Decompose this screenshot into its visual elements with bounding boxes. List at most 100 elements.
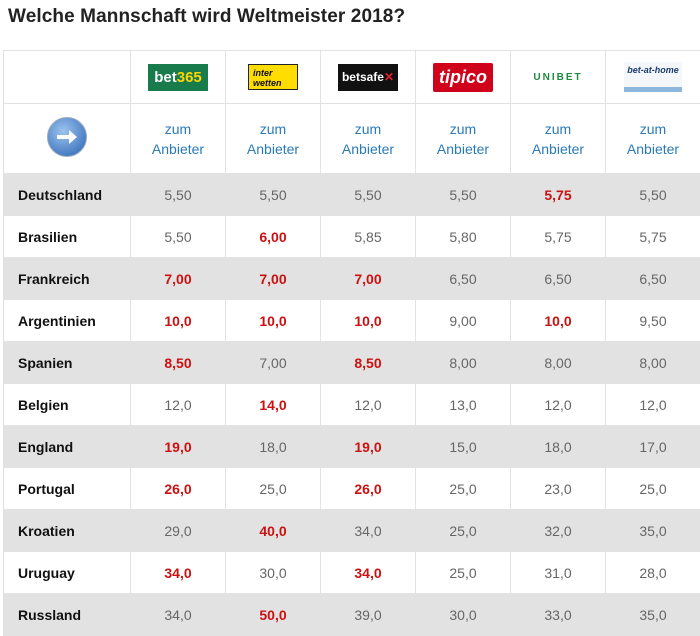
link-label-line1: zum xyxy=(354,120,382,137)
table-row: Brasilien 5,50 6,00 5,85 5,80 5,75 5,75 xyxy=(3,215,700,258)
provider-link-cell-betsafe[interactable]: zum Anbieter xyxy=(320,103,416,174)
team-name: Uruguay xyxy=(3,551,131,594)
odds-cell: 5,75 xyxy=(510,215,606,258)
odds-cell: 32,0 xyxy=(510,509,606,552)
odds-cell: 5,50 xyxy=(225,173,321,216)
odds-cell: 7,00 xyxy=(320,257,416,300)
odds-cell: 25,0 xyxy=(415,509,511,552)
odds-cell: 8,00 xyxy=(415,341,511,384)
odds-cell: 26,0 xyxy=(130,467,226,510)
zum-anbieter-link-interwetten[interactable]: zum Anbieter xyxy=(247,119,299,159)
zum-anbieter-link-bet-at-home[interactable]: zum Anbieter xyxy=(627,119,679,159)
table-row: Argentinien 10,0 10,0 10,0 9,00 10,0 9,50 xyxy=(3,299,700,342)
odds-cell: 7,00 xyxy=(225,257,321,300)
odds-cell: 50,0 xyxy=(225,593,321,636)
odds-cell: 8,00 xyxy=(510,341,606,384)
odds-cell: 35,0 xyxy=(605,593,700,636)
link-label-line1: zum xyxy=(164,120,192,137)
betsafe-logo[interactable]: betsafe✕ xyxy=(338,63,398,91)
table-row: Deutschland 5,50 5,50 5,50 5,50 5,75 5,50 xyxy=(3,173,700,216)
odds-cell: 35,0 xyxy=(605,509,700,552)
tipico-logo-cell[interactable]: tipico xyxy=(415,50,511,104)
table-row: Portugal 26,0 25,0 26,0 25,0 23,0 25,0 xyxy=(3,467,700,510)
odds-cell: 6,50 xyxy=(415,257,511,300)
odds-cell: 12,0 xyxy=(605,383,700,426)
odds-cell: 5,50 xyxy=(415,173,511,216)
odds-cell: 18,0 xyxy=(225,425,321,468)
odds-cell: 23,0 xyxy=(510,467,606,510)
odds-cell: 10,0 xyxy=(130,299,226,342)
odds-cell: 40,0 xyxy=(225,509,321,552)
table-row: England 19,0 18,0 19,0 15,0 18,0 17,0 xyxy=(3,425,700,468)
team-name: Russland xyxy=(3,593,131,636)
team-name: Belgien xyxy=(3,383,131,426)
interwetten-logo[interactable]: inter wetten xyxy=(248,64,298,90)
arrow-cell xyxy=(3,103,131,174)
link-label-line2: Anbieter xyxy=(151,140,205,157)
bet365-logo-cell[interactable]: bet365 xyxy=(130,50,226,104)
tipico-logo[interactable]: tipico xyxy=(433,62,493,92)
odds-cell: 25,0 xyxy=(225,467,321,510)
bet365-logo[interactable]: bet365 xyxy=(148,63,208,91)
unibet-logo[interactable]: UNIBET xyxy=(533,72,583,84)
provider-link-cell-unibet[interactable]: zum Anbieter xyxy=(510,103,606,174)
odds-table: bet365 inter wetten betsafe✕ tipico UNIBE… xyxy=(3,50,700,636)
odds-cell: 10,0 xyxy=(510,299,606,342)
odds-cell: 26,0 xyxy=(320,467,416,510)
odds-cell: 8,50 xyxy=(130,341,226,384)
team-name: Frankreich xyxy=(3,257,131,300)
odds-cell: 14,0 xyxy=(225,383,321,426)
odds-cell: 34,0 xyxy=(320,509,416,552)
bet-at-home-logo[interactable]: bet-at-home xyxy=(624,62,682,92)
odds-cell: 19,0 xyxy=(130,425,226,468)
odds-cell: 12,0 xyxy=(320,383,416,426)
odds-cell: 9,00 xyxy=(415,299,511,342)
odds-cell: 7,00 xyxy=(130,257,226,300)
link-label-line1: zum xyxy=(639,120,667,137)
link-label-line1: zum xyxy=(544,120,572,137)
table-row: Russland 34,0 50,0 39,0 30,0 33,0 35,0 xyxy=(3,593,700,636)
odds-cell: 18,0 xyxy=(510,425,606,468)
bet-at-home-logo-cell[interactable]: bet-at-home xyxy=(605,50,700,104)
team-name: England xyxy=(3,425,131,468)
odds-cell: 5,50 xyxy=(130,173,226,216)
odds-cell: 8,00 xyxy=(605,341,700,384)
zum-anbieter-link-betsafe[interactable]: zum Anbieter xyxy=(342,119,394,159)
odds-cell: 28,0 xyxy=(605,551,700,594)
bookmaker-logo-row: bet365 inter wetten betsafe✕ tipico UNIBE… xyxy=(3,50,700,104)
team-name: Kroatien xyxy=(3,509,131,552)
link-label-line2: Anbieter xyxy=(246,140,300,157)
link-label-line2: Anbieter xyxy=(341,140,395,157)
zum-anbieter-link-bet365[interactable]: zum Anbieter xyxy=(152,119,204,159)
provider-link-cell-interwetten[interactable]: zum Anbieter xyxy=(225,103,321,174)
odds-cell: 12,0 xyxy=(510,383,606,426)
link-label-line1: zum xyxy=(449,120,477,137)
table-row: Belgien 12,0 14,0 12,0 13,0 12,0 12,0 xyxy=(3,383,700,426)
odds-cell: 34,0 xyxy=(130,593,226,636)
team-name: Spanien xyxy=(3,341,131,384)
odds-cell: 33,0 xyxy=(510,593,606,636)
link-label-line2: Anbieter xyxy=(531,140,585,157)
interwetten-logo-cell[interactable]: inter wetten xyxy=(225,50,321,104)
provider-link-cell-bet365[interactable]: zum Anbieter xyxy=(130,103,226,174)
arrow-right-icon xyxy=(47,117,87,157)
betsafe-logo-cell[interactable]: betsafe✕ xyxy=(320,50,416,104)
odds-cell: 5,50 xyxy=(320,173,416,216)
team-name: Brasilien xyxy=(3,215,131,258)
odds-cell: 9,50 xyxy=(605,299,700,342)
unibet-logo-cell[interactable]: UNIBET xyxy=(510,50,606,104)
zum-anbieter-link-tipico[interactable]: zum Anbieter xyxy=(437,119,489,159)
odds-cell: 13,0 xyxy=(415,383,511,426)
provider-link-cell-bet-at-home[interactable]: zum Anbieter xyxy=(605,103,700,174)
odds-cell: 5,85 xyxy=(320,215,416,258)
zum-anbieter-link-unibet[interactable]: zum Anbieter xyxy=(532,119,584,159)
odds-cell: 30,0 xyxy=(415,593,511,636)
table-row: Uruguay 34,0 30,0 34,0 25,0 31,0 28,0 xyxy=(3,551,700,594)
table-row: Frankreich 7,00 7,00 7,00 6,50 6,50 6,50 xyxy=(3,257,700,300)
provider-link-cell-tipico[interactable]: zum Anbieter xyxy=(415,103,511,174)
odds-cell: 7,00 xyxy=(225,341,321,384)
odds-cell: 5,75 xyxy=(510,173,606,216)
team-name: Deutschland xyxy=(3,173,131,216)
link-label-line1: zum xyxy=(259,120,287,137)
odds-cell: 12,0 xyxy=(130,383,226,426)
